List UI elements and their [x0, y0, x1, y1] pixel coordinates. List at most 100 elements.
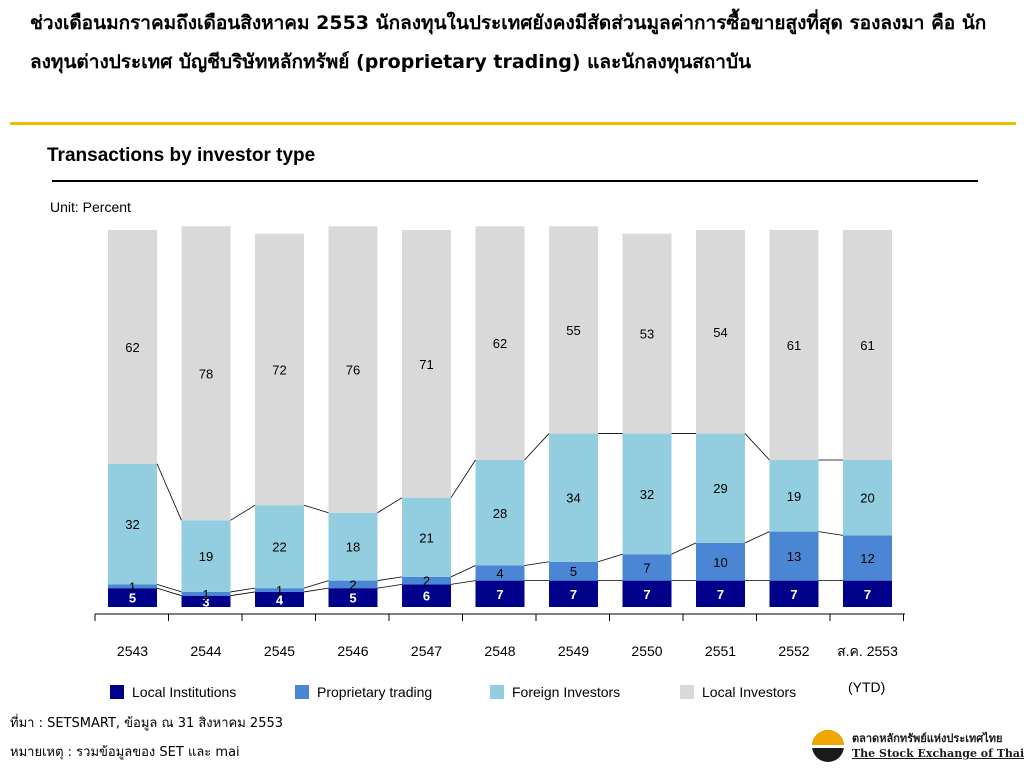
data-label-foreign-investors: 32: [125, 517, 139, 532]
data-label-proprietary-trading: 1: [276, 583, 283, 598]
x-tick-label: 2552: [778, 643, 809, 659]
connector-line: [450, 459, 476, 498]
x-tick-label: 2546: [337, 643, 368, 659]
bar-local-institutions: [843, 580, 892, 607]
connector-line: [230, 587, 256, 593]
data-label-foreign-investors: 34: [566, 491, 580, 506]
connector-line: [377, 497, 403, 514]
legend-label: Local Investors: [702, 684, 797, 700]
data-label-proprietary-trading: 7: [643, 560, 650, 575]
data-label-local-investors: 62: [493, 336, 507, 351]
logo-text-en: The Stock Exchange of Thailand: [852, 747, 1024, 760]
legend-swatch: [490, 685, 504, 699]
bar-foreign-investors: [475, 459, 525, 566]
bar-local-investors: [328, 226, 378, 513]
bar-proprietary-trading: [108, 584, 157, 589]
x-tick-label: 2548: [484, 643, 515, 659]
data-label-foreign-investors: 28: [493, 506, 507, 521]
bar-proprietary-trading: [475, 565, 525, 581]
data-label-proprietary-trading: 5: [570, 564, 577, 579]
data-label-foreign-investors: 19: [787, 489, 801, 504]
data-label-local-institutions: 5: [349, 591, 356, 606]
connector-line: [450, 580, 476, 585]
connector-line: [156, 587, 182, 597]
bar-local-investors: [843, 230, 892, 460]
connector-line: [303, 504, 329, 514]
bar-proprietary-trading: [328, 580, 378, 589]
connector-line: [818, 531, 844, 536]
data-label-proprietary-trading: 2: [423, 574, 430, 589]
data-label-local-investors: 72: [272, 362, 286, 377]
legend-item-local-institutions: Local Institutions: [110, 684, 295, 700]
bar-local-investors: [181, 226, 231, 521]
connector-line: [156, 463, 182, 521]
bar-local-investors: [402, 230, 451, 498]
bar-proprietary-trading: [181, 591, 231, 596]
bar-foreign-investors: [843, 459, 892, 536]
x-tick-label: 2544: [190, 643, 221, 659]
data-label-local-investors: 78: [199, 366, 213, 381]
data-label-local-investors: 71: [419, 357, 433, 372]
data-label-foreign-investors: 22: [272, 540, 286, 555]
headline-divider: [10, 122, 1016, 125]
bar-proprietary-trading: [622, 554, 672, 581]
bar-local-institutions: [696, 580, 745, 607]
connector-line: [230, 504, 256, 521]
data-label-proprietary-trading: 13: [787, 549, 801, 564]
data-label-proprietary-trading: 1: [129, 579, 136, 594]
connector-line: [156, 583, 182, 593]
connector-line: [303, 587, 329, 593]
data-label-foreign-investors: 21: [419, 530, 433, 545]
connector-line: [377, 576, 403, 582]
data-label-local-investors: 62: [125, 340, 139, 355]
bar-local-investors: [696, 230, 745, 434]
bar-local-investors: [769, 230, 819, 460]
bar-local-investors: [108, 230, 157, 464]
bar-local-institutions: [181, 595, 231, 607]
bar-foreign-investors: [402, 497, 451, 577]
data-label-local-institutions: 6: [423, 589, 430, 604]
data-label-foreign-investors: 19: [199, 549, 213, 564]
data-label-foreign-investors: 18: [346, 540, 360, 555]
data-label-proprietary-trading: 10: [713, 555, 727, 570]
legend: Local Institutions Proprietary trading F…: [110, 682, 840, 702]
bar-local-investors: [622, 233, 672, 434]
bars-layer: [108, 226, 892, 607]
bar-local-institutions: [255, 591, 304, 607]
chart-title-divider: [52, 180, 978, 182]
legend-label: Local Institutions: [132, 684, 237, 700]
data-label-proprietary-trading: 1: [202, 587, 209, 602]
x-tick-label: 2550: [631, 643, 662, 659]
data-label-foreign-investors: 20: [860, 491, 874, 506]
bar-foreign-investors: [181, 520, 231, 592]
logo-text-th: ตลาดหลักทรัพย์แห่งประเทศไทย: [852, 732, 1003, 745]
bar-local-institutions: [769, 580, 819, 607]
data-label-local-investors: 54: [713, 325, 727, 340]
data-label-local-institutions: 7: [643, 587, 650, 602]
data-label-proprietary-trading: 2: [349, 577, 356, 592]
data-label-local-institutions: 7: [790, 587, 797, 602]
connector-line: [671, 542, 697, 555]
x-axis: 2543 2544 2545 2546 2547 2548 2549 2550 2551 2552…: [94, 613, 905, 659]
bar-local-institutions: [108, 588, 157, 607]
bar-foreign-investors: [549, 433, 598, 562]
legend-item-foreign-investors: Foreign Investors: [490, 684, 680, 700]
bar-proprietary-trading: [843, 535, 892, 581]
bar-proprietary-trading: [549, 561, 598, 581]
set-logo-icon: [812, 730, 844, 762]
x-tick-label: 2549: [558, 643, 589, 659]
ytd-label: (YTD): [848, 679, 886, 695]
x-tick-label: 2543: [117, 643, 148, 659]
bar-local-institutions: [549, 580, 598, 607]
source-note: ที่มา : SETSMART, ข้อมูล ณ 31 สิงหาคม 25…: [10, 716, 284, 731]
data-labels: 5132623119784122725218766221717428627534…: [125, 323, 874, 609]
bar-proprietary-trading: [255, 588, 304, 592]
data-label-local-institutions: 4: [276, 592, 284, 607]
legend-swatch: [295, 685, 309, 699]
legend-label: Proprietary trading: [317, 684, 433, 700]
data-label-local-investors: 76: [346, 362, 360, 377]
data-label-local-investors: 53: [640, 327, 654, 342]
connector-line: [524, 433, 550, 461]
bar-foreign-investors: [622, 433, 672, 555]
unit-label: Unit: Percent: [50, 199, 131, 215]
